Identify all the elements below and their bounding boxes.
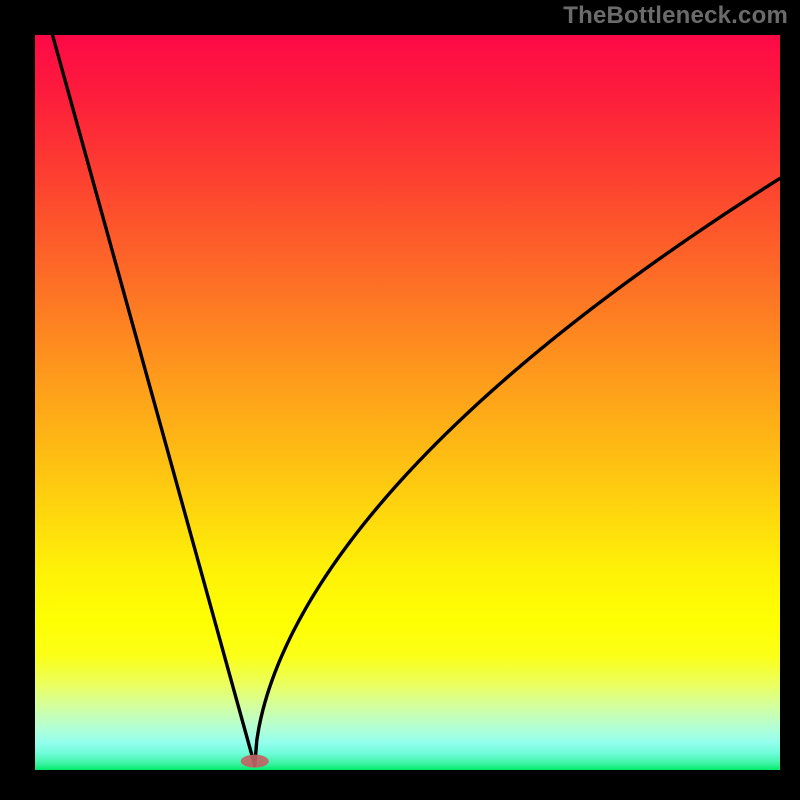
min-marker [241, 755, 269, 768]
watermark-text: TheBottleneck.com [563, 2, 788, 30]
plot-area [35, 35, 780, 770]
chart-svg [0, 0, 800, 800]
